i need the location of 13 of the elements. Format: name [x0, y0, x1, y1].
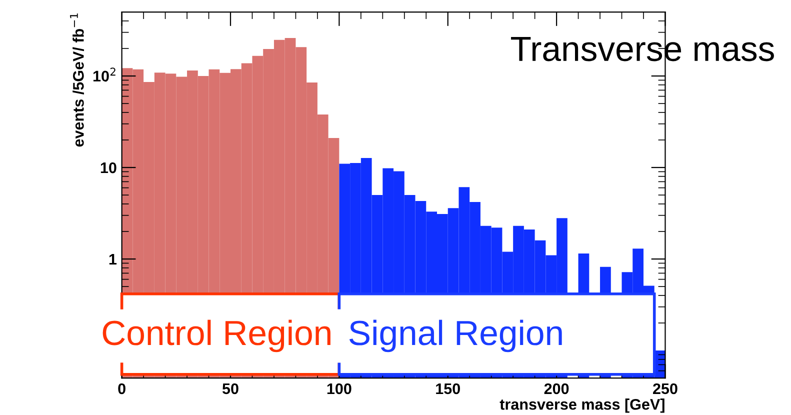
y-tick-label: 10: [100, 162, 116, 174]
band-label: Control Region: [102, 320, 330, 352]
y-tick-label: 1: [109, 254, 117, 265]
x-tick-label: 250: [653, 383, 678, 394]
y-tick-label: 10$^{2}$: [93, 68, 116, 82]
x-tick-label: 100: [327, 383, 352, 394]
band-label: Signal Region: [349, 320, 562, 352]
x-tick-label: 200: [544, 383, 569, 394]
y-axis-title: events /5GeV/ fb$^{−1}$: [70, 13, 84, 147]
x-axis-title: transverse mass [GeV]: [500, 398, 664, 413]
x-tick-label: 0: [118, 383, 126, 394]
x-tick-label: 50: [222, 383, 238, 394]
x-tick-label: 150: [436, 383, 460, 394]
